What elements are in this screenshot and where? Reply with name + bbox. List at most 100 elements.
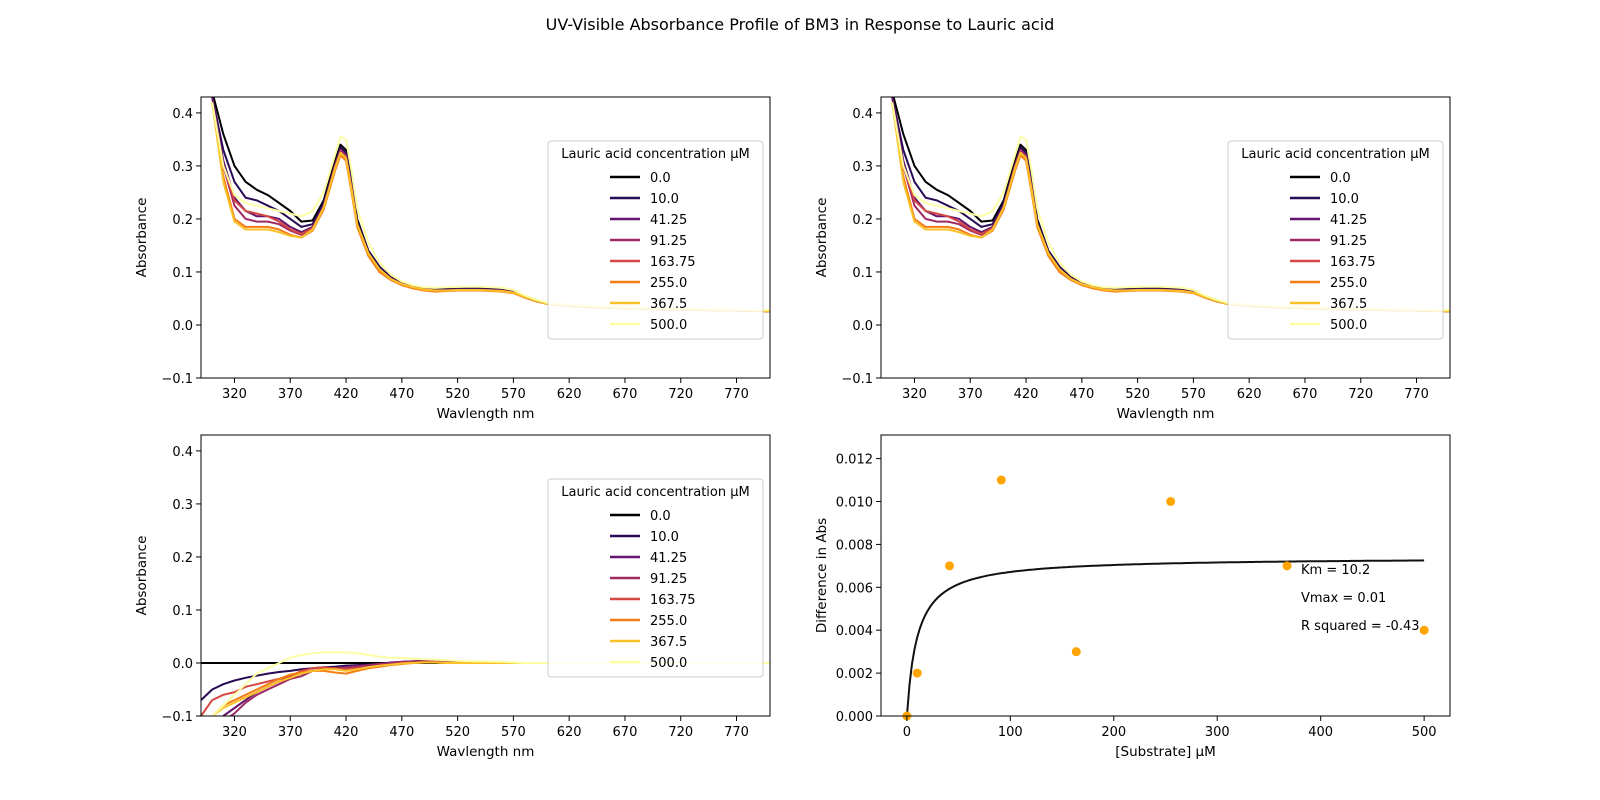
x-tick-label: 200 [1101,725,1126,740]
x-axis-label: Wavlength nm [1117,406,1215,422]
legend-label: 0.0 [650,171,671,186]
y-tick-label: 0.008 [836,538,873,553]
legend-label: 91.25 [1330,234,1367,249]
y-tick-label: 0.2 [172,213,193,228]
x-tick-label: 670 [1293,387,1318,402]
y-tick-label: 0.4 [172,107,193,122]
x-tick-label: 320 [902,387,927,402]
x-tick-label: 770 [724,725,749,740]
data-point [1282,561,1292,571]
data-point [996,475,1006,485]
series-line-500-0 [211,102,770,312]
legend-label: 500.0 [650,318,687,333]
y-tick-label: 0.006 [836,581,873,596]
y-tick-label: 0.012 [836,453,873,468]
fit-curve [905,559,1425,716]
x-tick-label: 770 [724,387,749,402]
y-tick-label: 0.3 [172,498,193,513]
x-tick-label: 420 [334,725,359,740]
x-tick-label: 300 [1205,725,1230,740]
x-tick-label: 320 [222,387,247,402]
data-point [945,561,955,571]
x-tick-label: 0 [903,725,911,740]
legend-label: 91.25 [650,234,687,249]
x-tick-label: 620 [557,387,582,402]
y-tick-label: 0.3 [852,160,873,175]
x-tick-label: 720 [1348,387,1373,402]
data-point [912,668,922,678]
fit-annotation: R squared = -0.43 [1301,619,1420,634]
y-tick-label: 0.1 [172,266,193,281]
legend-label: 163.75 [650,255,696,270]
x-tick-label: 400 [1308,725,1333,740]
figure-title: UV-Visible Absorbance Profile of BM3 in … [546,15,1055,34]
axes-frame [880,96,1451,379]
legend-label: 255.0 [650,614,687,629]
data-point [1419,625,1429,635]
fit-annotation: Vmax = 0.01 [1301,591,1386,606]
legend-label: 367.5 [650,635,687,650]
legend-label: 255.0 [650,276,687,291]
y-tick-label: 0.4 [172,445,193,460]
legend: Lauric acid concentration µM 0.0 10.0 41.25… [547,478,764,678]
y-tick-label: 0.2 [172,551,193,566]
y-tick-label: 0.0 [172,319,193,334]
x-tick-label: 470 [389,725,414,740]
series-line-367-5 [891,102,1450,313]
legend-label: 0.0 [1330,171,1351,186]
x-tick-label: 620 [1237,387,1262,402]
x-tick-label: 420 [334,387,359,402]
axes-frame [200,96,771,379]
legend-label: 0.0 [650,509,671,524]
x-tick-label: 770 [1404,387,1429,402]
fit-annotation: Km = 10.2 [1301,563,1370,578]
x-tick-label: 570 [1181,387,1206,402]
legend-box [1227,140,1444,340]
y-tick-label: 0.1 [172,604,193,619]
x-tick-label: 720 [668,387,693,402]
legend-label: 163.75 [650,593,696,608]
plot-content [905,559,1425,716]
y-tick-label: 0.4 [852,107,873,122]
y-tick-label: 0.2 [852,213,873,228]
y-tick-label: −0.1 [161,372,193,387]
x-tick-label: 570 [501,387,526,402]
y-axis-label: Absorbance [814,198,830,278]
x-tick-label: 520 [445,387,470,402]
legend: Lauric acid concentration µM 0.0 10.0 41.25… [547,140,764,340]
y-tick-label: 0.004 [836,624,873,639]
legend: Lauric acid concentration µM 0.0 10.0 41.25… [1227,140,1444,340]
legend-label: 367.5 [650,297,687,312]
legend-label: 41.25 [650,213,687,228]
legend-label: 91.25 [650,572,687,587]
series-line-500-0 [891,102,1450,312]
legend-label: 41.25 [650,551,687,566]
x-tick-label: 620 [557,725,582,740]
x-tick-label: 670 [613,387,638,402]
x-axis-label: [Substrate] µM [1115,744,1216,760]
legend-title: Lauric acid concentration µM [561,485,749,500]
x-tick-label: 370 [278,387,303,402]
y-axis-label: Absorbance [134,198,150,278]
x-tick-label: 470 [1069,387,1094,402]
x-tick-label: 500 [1412,725,1437,740]
y-tick-label: 0.000 [836,710,873,725]
legend-label: 10.0 [1330,192,1359,207]
legend-label: 10.0 [650,192,679,207]
y-tick-label: −0.1 [841,372,873,387]
axes-frame [880,434,1451,717]
legend-label: 163.75 [1330,255,1376,270]
y-tick-label: 0.010 [836,495,873,510]
legend-label: 500.0 [1330,318,1367,333]
legend-box [547,478,764,678]
chart-panel-1: 320 370 420 470 520 570 620 670 720 770 −0.1 0.0 0.1… [134,96,771,422]
legend-label: 367.5 [1330,297,1367,312]
y-tick-label: −0.1 [161,710,193,725]
legend-label: 41.25 [1330,213,1367,228]
y-tick-label: 0.3 [172,160,193,175]
plot-area [881,435,1450,716]
data-point [1166,496,1176,506]
y-tick-label: 0.0 [852,319,873,334]
y-tick-label: 0.0 [172,657,193,672]
